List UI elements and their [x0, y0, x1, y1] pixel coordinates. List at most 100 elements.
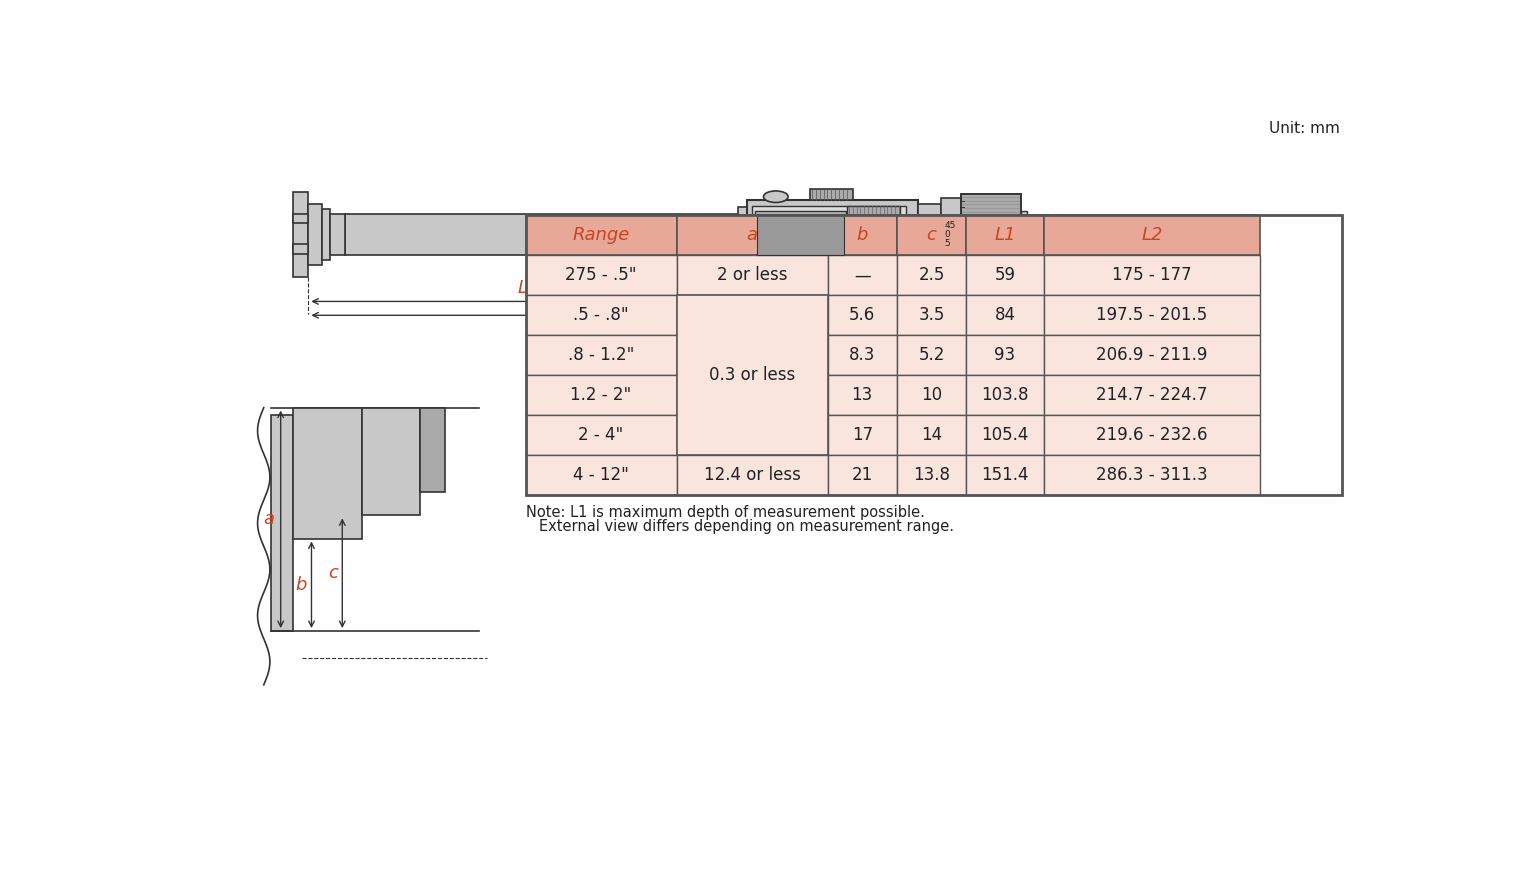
Text: 59: 59	[994, 266, 1016, 284]
Text: 151.4: 151.4	[981, 467, 1029, 484]
Text: b: b	[857, 226, 868, 244]
Bar	[526, 335, 677, 376]
Bar	[967, 455, 1043, 496]
Bar	[967, 376, 1043, 415]
Text: 1.2 - 2": 1.2 - 2"	[570, 386, 631, 404]
Text: 93: 93	[994, 347, 1016, 364]
Text: 206.9 - 211.9: 206.9 - 211.9	[1096, 347, 1208, 364]
Bar	[828, 455, 897, 496]
Text: 12.4 or less: 12.4 or less	[703, 467, 801, 484]
Text: 275 - .5": 275 - .5"	[566, 266, 637, 284]
Bar	[526, 376, 677, 415]
Text: 3.5: 3.5	[918, 306, 946, 325]
Bar	[526, 455, 677, 496]
Text: 8.3: 8.3	[849, 347, 875, 364]
Text: b: b	[296, 576, 307, 594]
Bar	[897, 335, 967, 376]
Bar	[345, 213, 738, 255]
Bar	[961, 194, 1020, 275]
Text: L1: L1	[994, 226, 1016, 244]
Text: a: a	[747, 226, 758, 244]
Bar	[526, 415, 677, 455]
Text: External view differs depending on measurement range.: External view differs depending on measu…	[540, 519, 955, 534]
Bar	[1043, 335, 1260, 376]
Text: 2 or less: 2 or less	[717, 266, 787, 284]
Bar	[828, 255, 897, 295]
Bar	[419, 407, 445, 492]
Bar	[967, 215, 1043, 255]
Bar	[967, 415, 1043, 455]
Bar	[677, 215, 828, 255]
Bar	[293, 192, 308, 277]
Bar	[293, 407, 363, 539]
Bar	[308, 204, 322, 265]
Bar	[848, 206, 900, 263]
Text: L2: L2	[715, 293, 737, 310]
Bar	[828, 415, 897, 455]
Text: Note: L1 is maximum depth of measurement possible.: Note: L1 is maximum depth of measurement…	[526, 505, 924, 519]
Text: 45: 45	[944, 220, 956, 229]
Bar	[677, 376, 828, 415]
Bar	[810, 189, 852, 200]
Bar	[1020, 212, 1026, 258]
Bar	[755, 211, 846, 258]
Bar	[526, 215, 1342, 496]
Bar	[1043, 376, 1260, 415]
Bar	[363, 407, 419, 515]
Bar	[967, 295, 1043, 335]
Bar	[1043, 295, 1260, 335]
Text: 286.3 - 311.3: 286.3 - 311.3	[1096, 467, 1208, 484]
Bar	[961, 194, 1020, 275]
Text: 197.5 - 201.5: 197.5 - 201.5	[1096, 306, 1208, 325]
Text: 14: 14	[921, 426, 942, 445]
Text: 2 - 4": 2 - 4"	[578, 426, 624, 445]
Text: L2: L2	[1141, 226, 1162, 244]
Text: 5.6: 5.6	[849, 306, 875, 325]
Text: 0.3 or less: 0.3 or less	[709, 366, 795, 385]
Bar	[918, 204, 941, 265]
Bar	[828, 376, 897, 415]
Text: 103.8: 103.8	[981, 386, 1029, 404]
Bar	[897, 295, 967, 335]
Ellipse shape	[898, 230, 907, 239]
Bar	[897, 255, 967, 295]
Ellipse shape	[764, 191, 788, 203]
Bar	[526, 215, 677, 255]
Bar	[293, 244, 308, 254]
Bar	[758, 213, 843, 255]
Text: 21: 21	[851, 467, 872, 484]
Bar	[677, 415, 828, 455]
Text: 4 - 12": 4 - 12"	[573, 467, 628, 484]
Bar	[322, 209, 329, 260]
Text: Unit: mm: Unit: mm	[1269, 121, 1340, 136]
Bar	[967, 335, 1043, 376]
Text: 175 - 177: 175 - 177	[1112, 266, 1191, 284]
Bar	[1043, 215, 1260, 255]
Text: 13: 13	[851, 386, 872, 404]
Bar	[747, 200, 918, 269]
Bar	[271, 415, 293, 631]
Bar	[828, 295, 897, 335]
Text: 5.2: 5.2	[918, 347, 946, 364]
Text: —: —	[854, 266, 871, 284]
Bar	[897, 215, 967, 255]
Bar	[738, 207, 747, 261]
Text: 105.4: 105.4	[982, 426, 1029, 445]
Text: 2.5: 2.5	[918, 266, 946, 284]
Bar	[677, 335, 828, 376]
Bar	[677, 295, 828, 335]
Text: 0: 0	[944, 230, 950, 239]
Text: c: c	[927, 226, 936, 244]
Bar	[897, 455, 967, 496]
Text: 10: 10	[921, 386, 942, 404]
Bar	[828, 335, 897, 376]
Bar	[828, 215, 897, 255]
Text: Range: Range	[572, 226, 630, 244]
Bar	[677, 455, 828, 496]
Text: .8 - 1.2": .8 - 1.2"	[567, 347, 634, 364]
Text: .5 - .8": .5 - .8"	[573, 306, 628, 325]
Text: 5: 5	[944, 239, 950, 248]
Text: L1: L1	[517, 279, 538, 297]
Ellipse shape	[787, 268, 810, 279]
Text: 13.8: 13.8	[913, 467, 950, 484]
